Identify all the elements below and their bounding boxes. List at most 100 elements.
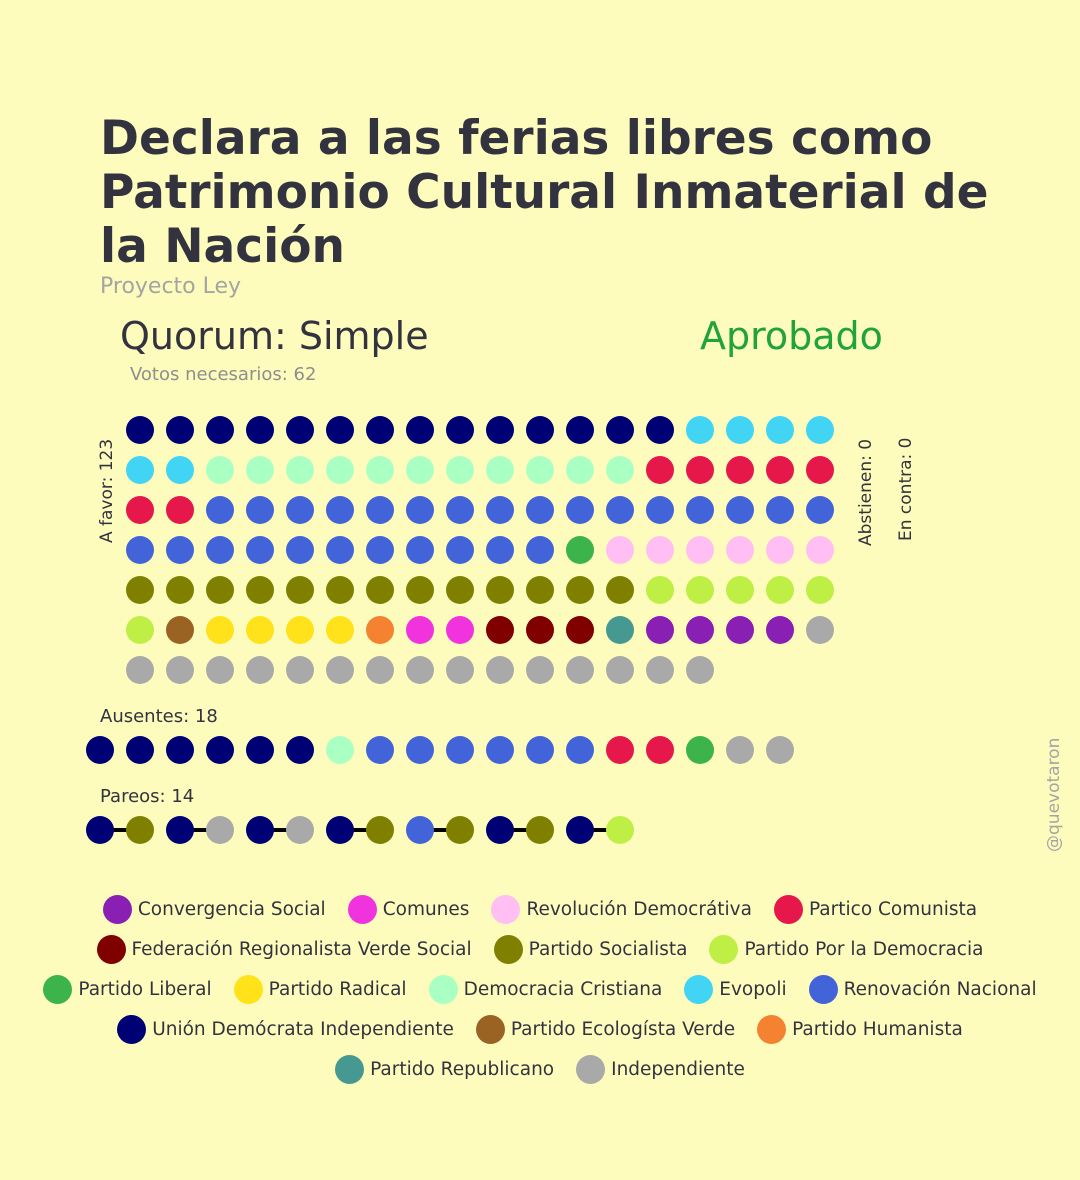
a-favor-dot bbox=[406, 496, 434, 524]
legend-swatch bbox=[96, 934, 126, 964]
a-favor-dot bbox=[726, 536, 754, 564]
a-favor-dot bbox=[446, 616, 474, 644]
ausente-dot bbox=[486, 736, 514, 764]
ausente-dot bbox=[326, 736, 354, 764]
pareos-dots bbox=[86, 816, 634, 844]
legend-item: Renovación Nacional bbox=[808, 974, 1037, 1004]
a-favor-dot bbox=[326, 496, 354, 524]
a-favor-dot bbox=[606, 576, 634, 604]
a-favor-dot bbox=[726, 576, 754, 604]
a-favor-dot bbox=[446, 576, 474, 604]
a-favor-dot bbox=[766, 616, 794, 644]
ausente-dot bbox=[86, 736, 114, 764]
a-favor-dot bbox=[366, 576, 394, 604]
legend-swatch bbox=[709, 934, 739, 964]
pareo-dot bbox=[486, 816, 514, 844]
a-favor-dot bbox=[366, 656, 394, 684]
a-favor-dot bbox=[566, 656, 594, 684]
pareo-dot bbox=[526, 816, 554, 844]
a-favor-dots bbox=[126, 416, 834, 684]
a-favor-dot bbox=[166, 656, 194, 684]
ausente-dot bbox=[246, 736, 274, 764]
a-favor-dot bbox=[206, 576, 234, 604]
a-favor-dot bbox=[246, 496, 274, 524]
a-favor-dot bbox=[606, 416, 634, 444]
a-favor-dot bbox=[126, 456, 154, 484]
legend-swatch bbox=[347, 894, 377, 924]
a-favor-dot bbox=[126, 496, 154, 524]
ausentes-label: Ausentes: 18 bbox=[100, 706, 218, 727]
legend-item: Partido Socialista bbox=[493, 934, 688, 964]
a-favor-dot bbox=[606, 496, 634, 524]
a-favor-dot bbox=[286, 416, 314, 444]
a-favor-dot bbox=[366, 416, 394, 444]
chart-subtitle: Proyecto Ley bbox=[100, 274, 242, 299]
a-favor-dot bbox=[246, 616, 274, 644]
a-favor-dot bbox=[686, 656, 714, 684]
legend-label: Partido Socialista bbox=[528, 938, 688, 960]
a-favor-dot bbox=[206, 536, 234, 564]
legend-swatch bbox=[684, 974, 714, 1004]
a-favor-dot bbox=[246, 536, 274, 564]
legend-item: Democracia Cristiana bbox=[428, 974, 662, 1004]
a-favor-dot bbox=[806, 576, 834, 604]
a-favor-dot bbox=[126, 656, 154, 684]
chart-title: Declara a las ferias libres como Patrimo… bbox=[100, 111, 989, 274]
a-favor-dot bbox=[806, 456, 834, 484]
legend-item: Revolución Democrátiva bbox=[491, 894, 752, 924]
a-favor-dot bbox=[246, 576, 274, 604]
a-favor-dot bbox=[806, 416, 834, 444]
legend-item: Partido Republicano bbox=[335, 1054, 554, 1084]
a-favor-dot bbox=[646, 656, 674, 684]
pareo-dot bbox=[286, 816, 314, 844]
a-favor-dot bbox=[646, 576, 674, 604]
a-favor-dot bbox=[726, 496, 754, 524]
a-favor-dot bbox=[126, 616, 154, 644]
a-favor-dot bbox=[806, 496, 834, 524]
a-favor-dot bbox=[526, 456, 554, 484]
ausente-dot bbox=[726, 736, 754, 764]
a-favor-dot bbox=[686, 416, 714, 444]
legend-item: Partido Liberal bbox=[43, 974, 212, 1004]
legend-label: Independiente bbox=[611, 1058, 745, 1080]
legend-item: Partico Comunista bbox=[773, 894, 977, 924]
legend-row: Unión Demócrata Independiente Partido Eco… bbox=[20, 1009, 1060, 1049]
a-favor-dot bbox=[286, 536, 314, 564]
a-favor-dot bbox=[566, 496, 594, 524]
a-favor-dot bbox=[566, 416, 594, 444]
legend-label: Evopoli bbox=[719, 978, 787, 1000]
pareo-dot bbox=[406, 816, 434, 844]
a-favor-dot bbox=[486, 616, 514, 644]
a-favor-dot bbox=[406, 656, 434, 684]
pareo-dot bbox=[126, 816, 154, 844]
a-favor-dot bbox=[206, 496, 234, 524]
legend-item: Partido Ecologísta Verde bbox=[475, 1014, 735, 1044]
a-favor-dot bbox=[686, 536, 714, 564]
legend-swatch bbox=[335, 1054, 365, 1084]
legend-swatch bbox=[773, 894, 803, 924]
a-favor-dot bbox=[446, 656, 474, 684]
legend-label: Partido Por la Democracia bbox=[744, 938, 984, 960]
a-favor-dot bbox=[206, 416, 234, 444]
a-favor-dot bbox=[526, 496, 554, 524]
a-favor-dot bbox=[606, 616, 634, 644]
a-favor-dot bbox=[366, 536, 394, 564]
legend-swatch bbox=[117, 1014, 147, 1044]
a-favor-dot bbox=[766, 496, 794, 524]
legend-item: Partido Humanista bbox=[757, 1014, 963, 1044]
pareo-dot bbox=[366, 816, 394, 844]
a-favor-dot bbox=[726, 416, 754, 444]
legend-item: Convergencia Social bbox=[102, 894, 326, 924]
a-favor-dot bbox=[366, 496, 394, 524]
legend-item: Independiente bbox=[576, 1054, 745, 1084]
legend-swatch bbox=[428, 974, 458, 1004]
legend-label: Renovación Nacional bbox=[843, 978, 1037, 1000]
legend-swatch bbox=[102, 894, 132, 924]
a-favor-dot bbox=[406, 416, 434, 444]
a-favor-dot bbox=[526, 536, 554, 564]
a-favor-dot bbox=[166, 416, 194, 444]
ausente-dot bbox=[566, 736, 594, 764]
legend-swatch bbox=[475, 1014, 505, 1044]
a-favor-dot bbox=[486, 496, 514, 524]
a-favor-dot bbox=[526, 576, 554, 604]
